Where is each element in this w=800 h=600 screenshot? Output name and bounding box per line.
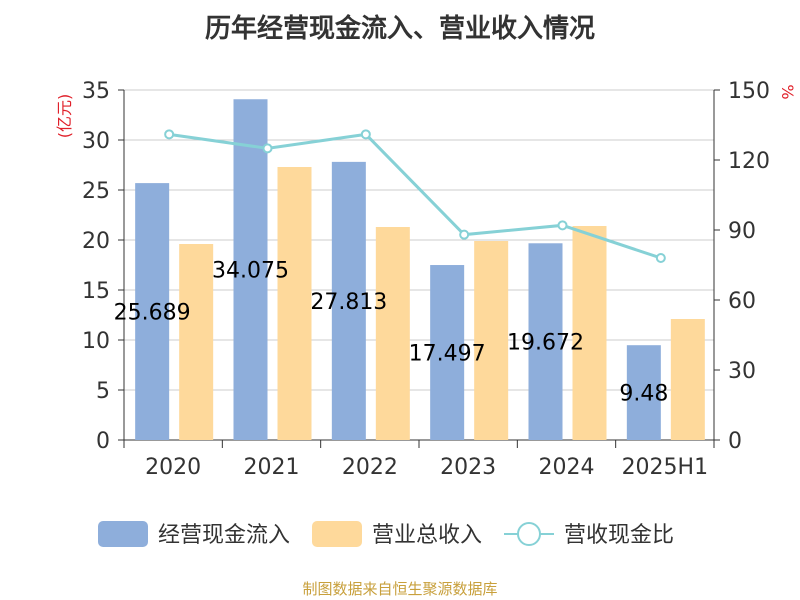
right-axis-tick-label: 90 [728, 219, 756, 244]
left-axis-tick-label: 35 [82, 79, 110, 104]
bar-cash-inflow [626, 345, 661, 440]
bar-cash-inflow [331, 161, 366, 440]
right-axis-tick-label: 0 [728, 429, 742, 454]
line-revenue-cash-ratio [168, 132, 662, 260]
bar-cash-inflow [430, 265, 465, 440]
bar-cash-inflow [233, 99, 268, 440]
x-axis-tick-label: 2021 [244, 455, 300, 480]
legend-label: 营收现金比 [564, 523, 674, 548]
left-axis-tick-label: 30 [82, 129, 110, 154]
legend-swatch [312, 521, 362, 547]
bar-cash-inflow [135, 183, 170, 441]
legend-swatch [98, 521, 148, 547]
legend-marker [517, 522, 541, 546]
line-point [557, 220, 568, 231]
bar-revenue [572, 226, 607, 440]
line-point [655, 253, 666, 263]
bar-revenue [375, 227, 410, 440]
left-axis-tick-label: 10 [82, 329, 110, 354]
bar-data-label: 34.075 [212, 259, 289, 284]
bar-cash-inflow [528, 243, 563, 440]
x-axis-tick-label: 2024 [539, 455, 595, 480]
bar-revenue [277, 167, 312, 440]
right-axis-tick-label: 150 [728, 79, 770, 104]
right-axis-tick-label: 120 [728, 149, 770, 174]
line-point [360, 129, 371, 140]
legend-label: 经营现金流入 [158, 523, 290, 548]
bar-revenue [474, 241, 509, 440]
left-axis-tick-label: 5 [96, 379, 110, 404]
bar-data-label: 17.497 [409, 342, 486, 367]
x-axis-tick-label: 2023 [440, 455, 496, 480]
left-axis-tick-label: 15 [82, 279, 110, 304]
right-axis-unit-label: % [778, 84, 797, 99]
x-axis-tick-label: 2025H1 [622, 455, 709, 480]
left-axis-unit-label: (亿元) [55, 94, 74, 139]
bar-data-label: 9.48 [619, 382, 668, 407]
line-point [164, 129, 175, 140]
left-axis-tick-label: 25 [82, 179, 110, 204]
line-point [262, 143, 273, 154]
left-axis-tick-label: 20 [82, 229, 110, 254]
right-axis-tick-label: 30 [728, 359, 756, 384]
x-axis-tick-label: 2020 [145, 455, 201, 480]
bar-data-label: 19.672 [507, 331, 584, 356]
right-axis-tick-label: 60 [728, 289, 756, 314]
bar-data-label: 25.689 [114, 301, 191, 326]
bar-data-label: 27.813 [310, 290, 387, 315]
bar-revenue [670, 319, 705, 440]
x-axis-tick-label: 2022 [342, 455, 398, 480]
legend-label: 营业总收入 [372, 523, 482, 548]
left-axis-tick-label: 0 [96, 429, 110, 454]
chart-title: 历年经营现金流入、营业收入情况 [204, 14, 595, 44]
bar-revenue [179, 244, 214, 440]
line-point [459, 229, 470, 240]
source-footer: 制图数据来自恒生聚源数据库 [302, 580, 498, 598]
